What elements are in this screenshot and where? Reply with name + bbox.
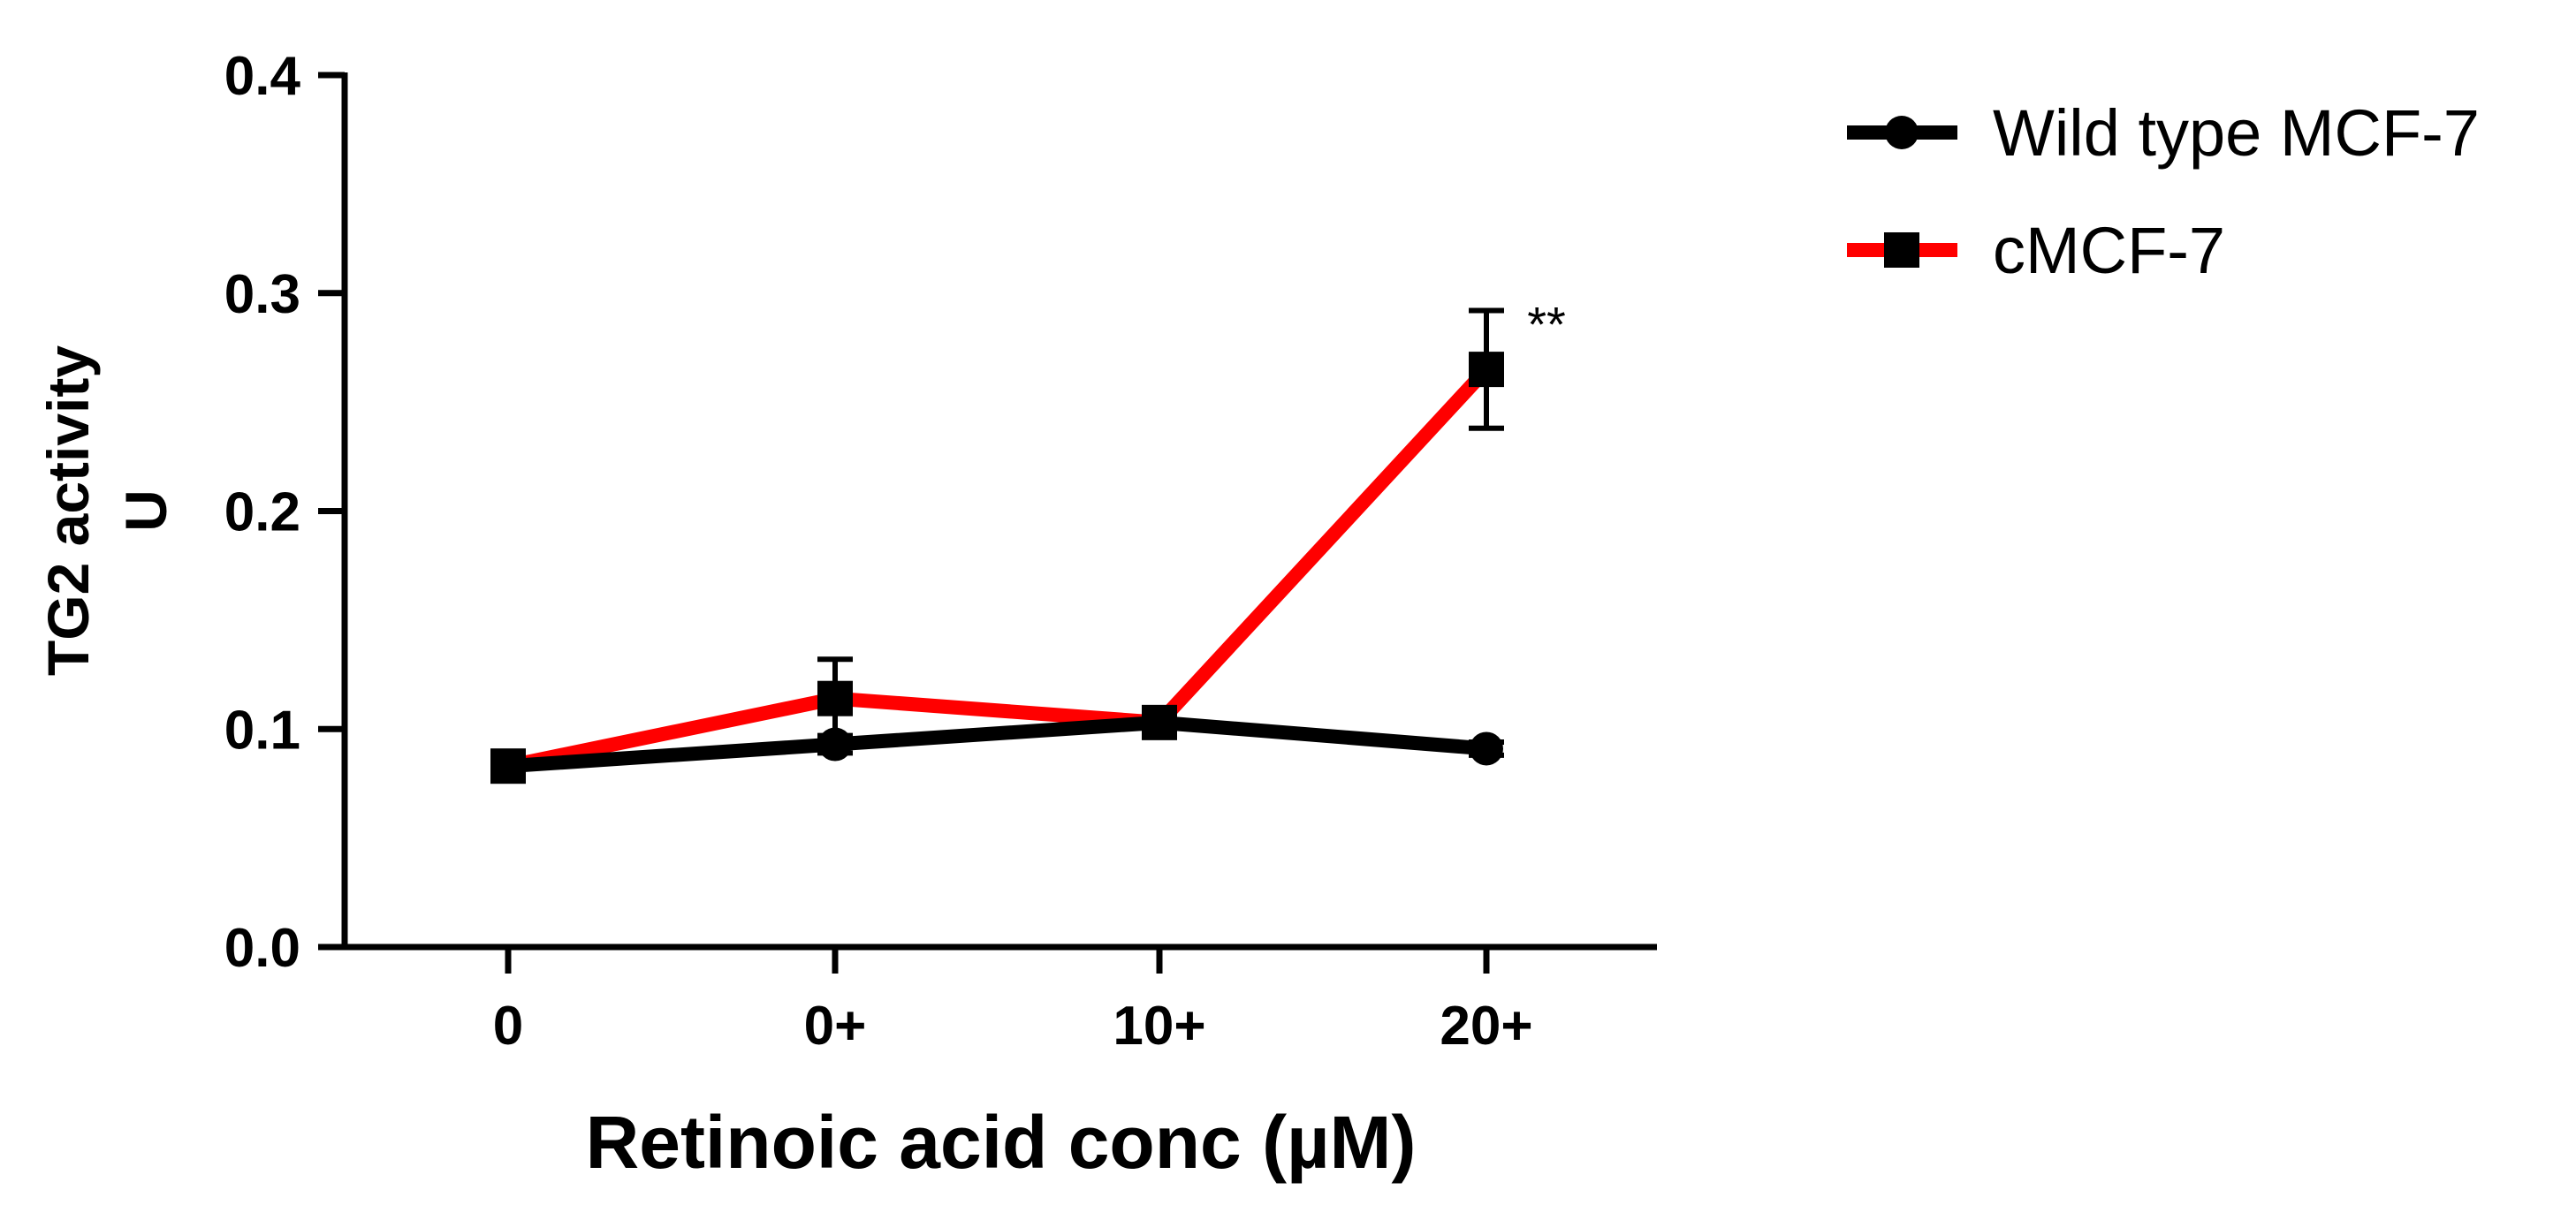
y-tick-label: 0.4 [224, 46, 301, 107]
data-point-circle [1143, 705, 1176, 739]
data-point-circle [818, 727, 852, 762]
series-wild-type-mcf-7 [490, 705, 1504, 784]
y-tick-label: 0.3 [224, 264, 300, 325]
legend-marker-square [1884, 232, 1919, 268]
y-axis-title-line-2: U [113, 489, 179, 532]
data-point-square [1469, 352, 1504, 388]
y-axis-title-line-1: TG2 activity [35, 345, 101, 676]
data-point-square [817, 680, 853, 716]
y-tick-label: 0.2 [224, 482, 300, 543]
data-point-circle [491, 749, 525, 784]
x-tick-label: 0+ [804, 996, 867, 1057]
legend-item: Wild type MCF-7 [1847, 96, 2480, 170]
series-line [507, 715, 1487, 774]
x-tick-label: 10+ [1113, 996, 1205, 1057]
series-line [506, 364, 1492, 774]
legend-label: Wild type MCF-7 [1993, 96, 2480, 170]
y-axis-title: TG2 activity U [35, 345, 179, 676]
x-tick-label: 0 [493, 996, 523, 1057]
legend-label: cMCF-7 [1993, 214, 2225, 287]
y-tick-label: 0.1 [224, 700, 300, 761]
annotation-layer: ** [1527, 296, 1566, 352]
data-point-circle [1470, 731, 1503, 766]
axes: 0.0 0.1 0.2 0.3 0.4 0 0+ 10+ 20+ Retinoic acid co… [35, 46, 1657, 1184]
legend-marker-circle [1885, 116, 1919, 149]
series-layer [490, 307, 1504, 784]
series-cmcf-7 [490, 307, 1504, 784]
legend-item: cMCF-7 [1847, 214, 2225, 287]
x-tick-label: 20+ [1440, 996, 1532, 1057]
x-axis-title: Retinoic acid conc (µM) [586, 1101, 1417, 1184]
significance-marker: ** [1527, 296, 1566, 352]
legend: Wild type MCF-7 cMCF-7 [1847, 96, 2480, 287]
y-tick-label: 0.0 [224, 918, 300, 979]
